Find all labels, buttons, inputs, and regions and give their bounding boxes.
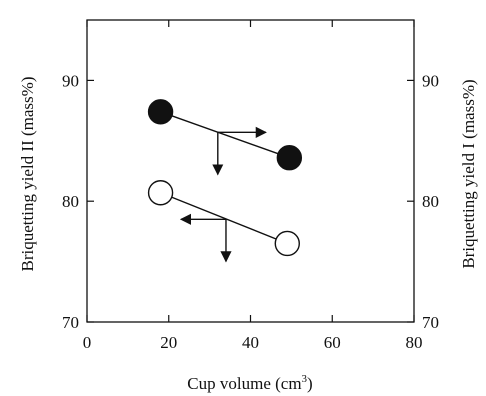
x-tick-label: 20 [160, 333, 177, 352]
series-0-line [160, 111, 290, 159]
x-tick-label: 60 [324, 333, 341, 352]
y-axis-label-left: Briquetting yield II (mass%) [18, 77, 37, 272]
series-1-point [274, 230, 300, 257]
series-0-point [147, 99, 174, 125]
y-tick-label-left: 70 [62, 313, 79, 332]
y-tick-label-left: 80 [62, 192, 79, 211]
y-tick-label-left: 90 [62, 71, 79, 90]
x-axis-label: Cup volume (cm3) [187, 373, 312, 393]
plot-frame [86, 19, 415, 323]
y-tick-label-right: 90 [422, 71, 439, 90]
axis-indicator-arrows [179, 126, 267, 263]
series-1-line [160, 192, 288, 245]
x-tick-label: 0 [83, 333, 92, 352]
x-tick-label: 80 [406, 333, 423, 352]
series-1-point [147, 180, 174, 206]
y-tick-label-right: 70 [422, 313, 439, 332]
y-axis-label-right: Briquetting yield I (mass%) [459, 79, 478, 268]
x-tick-label: 40 [242, 333, 259, 352]
y-axis-ticks: 70 70 80 80 90 90 [62, 71, 439, 332]
series-markers [147, 99, 303, 257]
series-lines [160, 111, 290, 245]
y-tick-label-right: 80 [422, 192, 439, 211]
x-axis-ticks: 0 20 40 60 80 [83, 20, 423, 352]
series-0-point [276, 145, 303, 171]
